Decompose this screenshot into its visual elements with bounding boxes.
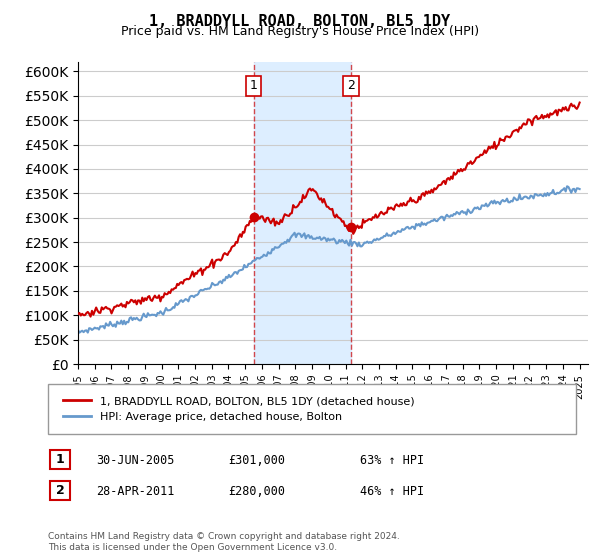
Text: 1: 1	[250, 80, 257, 92]
Text: 1, BRADDYLL ROAD, BOLTON, BL5 1DY: 1, BRADDYLL ROAD, BOLTON, BL5 1DY	[149, 14, 451, 29]
Legend: 1, BRADDYLL ROAD, BOLTON, BL5 1DY (detached house), HPI: Average price, detached: 1, BRADDYLL ROAD, BOLTON, BL5 1DY (detac…	[59, 391, 419, 426]
Text: Price paid vs. HM Land Registry's House Price Index (HPI): Price paid vs. HM Land Registry's House …	[121, 25, 479, 38]
Text: 2: 2	[347, 80, 355, 92]
Bar	[254, 62, 351, 364]
Text: 1: 1	[56, 453, 64, 466]
Text: 30-JUN-2005: 30-JUN-2005	[96, 454, 175, 467]
Text: 2: 2	[56, 484, 64, 497]
FancyBboxPatch shape	[50, 481, 70, 500]
FancyBboxPatch shape	[48, 384, 576, 434]
Text: £301,000: £301,000	[228, 454, 285, 467]
Text: 46% ↑ HPI: 46% ↑ HPI	[360, 484, 424, 498]
Text: 28-APR-2011: 28-APR-2011	[96, 484, 175, 498]
Text: Contains HM Land Registry data © Crown copyright and database right 2024.
This d: Contains HM Land Registry data © Crown c…	[48, 532, 400, 552]
FancyBboxPatch shape	[50, 450, 70, 469]
Text: £280,000: £280,000	[228, 484, 285, 498]
Text: 63% ↑ HPI: 63% ↑ HPI	[360, 454, 424, 467]
